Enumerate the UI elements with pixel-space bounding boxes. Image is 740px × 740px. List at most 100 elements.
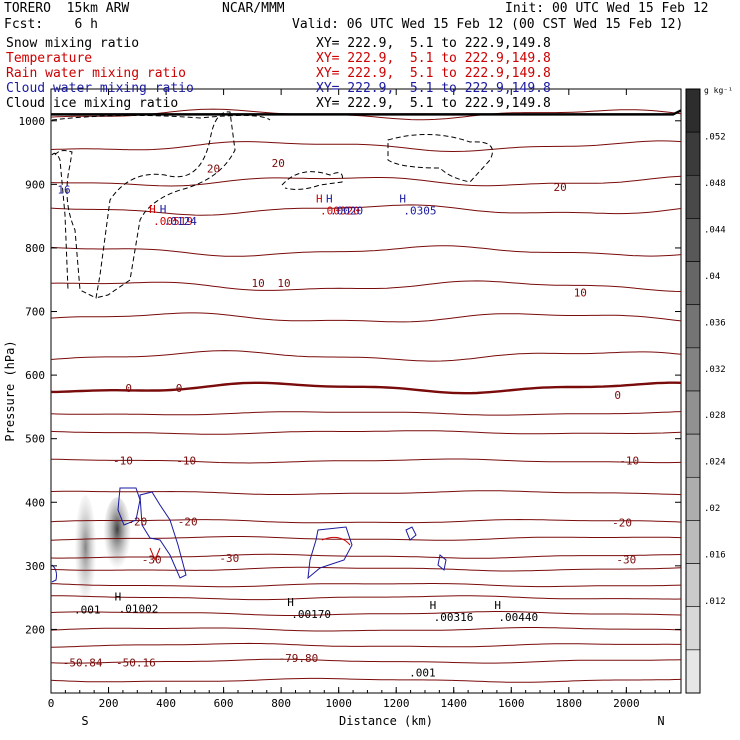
temperature-contour bbox=[50, 430, 682, 435]
colorbar-tick-label: .044 bbox=[704, 225, 726, 235]
temperature-contour bbox=[50, 490, 682, 496]
temperature-label: -30 bbox=[616, 553, 636, 566]
max-value-label: .001 bbox=[409, 666, 436, 679]
temperature-contour bbox=[50, 677, 682, 683]
cloud-ice-contour bbox=[281, 171, 343, 190]
max-marker: H bbox=[326, 192, 333, 205]
temperature-label: -50.16 bbox=[116, 656, 156, 669]
rain-water-contour bbox=[321, 536, 351, 546]
colorbar-segment bbox=[685, 649, 701, 694]
init-time: Init: 00 UTC Wed 15 Feb 12 bbox=[505, 1, 709, 16]
legend-xy-temperature: XY= 222.9, 5.1 to 222.9,149.8 bbox=[316, 51, 551, 66]
x-tick-label: 2000 bbox=[613, 697, 640, 710]
colorbar-tick-label: .048 bbox=[704, 179, 726, 189]
x-tick-label: 1600 bbox=[498, 697, 525, 710]
model-title: TORERO 15km ARW bbox=[4, 1, 130, 16]
colorbar-tick-label: .016 bbox=[704, 551, 726, 561]
y-tick-label: 700 bbox=[25, 306, 45, 319]
temperature-contour bbox=[50, 627, 682, 632]
colorbar-segment bbox=[685, 520, 701, 564]
temperature-label: 20 bbox=[272, 157, 285, 170]
x-tick-label: 1000 bbox=[325, 697, 352, 710]
legend-label-snow: Snow mixing ratio bbox=[6, 36, 140, 51]
temperature-label: -10 bbox=[619, 454, 639, 467]
cloud-ice-contour bbox=[387, 134, 493, 183]
legend-label-cloud-ice: Cloud ice mixing ratio bbox=[6, 96, 179, 111]
temperature-contour bbox=[50, 611, 682, 616]
x-tick-label: 200 bbox=[99, 697, 119, 710]
org-label: NCAR/MMM bbox=[222, 1, 285, 16]
valid-time: Valid: 06 UTC Wed 15 Feb 12 (00 CST Wed … bbox=[292, 17, 684, 32]
max-value-label: .00320 bbox=[320, 204, 360, 217]
max-value-label: .00316 bbox=[434, 611, 474, 624]
legend-xy-cloud-ice: XY= 222.9, 5.1 to 222.9,149.8 bbox=[316, 96, 551, 111]
colorbar-tick-label: .032 bbox=[704, 365, 726, 375]
temperature-label: 0 bbox=[125, 382, 132, 395]
legend-xy-snow: XY= 222.9, 5.1 to 222.9,149.8 bbox=[316, 36, 551, 51]
y-tick-label: 900 bbox=[25, 178, 45, 191]
max-marker: H bbox=[316, 192, 323, 205]
temperature-label: -79.80 bbox=[279, 652, 319, 665]
snow-shading bbox=[74, 495, 97, 612]
temperature-label: -20 bbox=[178, 515, 198, 528]
cloud-water-contour bbox=[139, 491, 187, 579]
temperature-label: 10 bbox=[574, 286, 587, 299]
cloud-water-contour bbox=[437, 554, 447, 571]
snow-shading bbox=[103, 497, 132, 578]
temperature-contour bbox=[50, 583, 682, 588]
max-value-label: .0305 bbox=[403, 204, 436, 217]
temperature-label: -30 bbox=[219, 552, 239, 565]
cloud-ice-contour bbox=[51, 152, 69, 291]
colorbar-segment bbox=[685, 304, 701, 349]
max-value-label: .01002 bbox=[119, 602, 159, 615]
temperature-contour bbox=[51, 595, 682, 601]
y-axis-title: Pressure (hPa) bbox=[3, 340, 17, 441]
max-value-label: .00170 bbox=[291, 608, 331, 621]
max-marker: H bbox=[149, 203, 156, 216]
temperature-contour bbox=[50, 245, 682, 257]
colorbar-segment bbox=[685, 476, 701, 521]
y-tick-label: 800 bbox=[25, 242, 45, 255]
temperature-contour bbox=[50, 280, 682, 292]
temperature-label: 20 bbox=[554, 181, 567, 194]
temperature-label: -20 bbox=[612, 517, 632, 530]
colorbar-segment bbox=[685, 88, 701, 133]
temperature-contour bbox=[50, 312, 682, 323]
colorbar-tick-label: .052 bbox=[704, 132, 726, 142]
temperature-contour bbox=[50, 458, 682, 464]
temperature-contour bbox=[50, 411, 682, 416]
legend-label-rain: Rain water mixing ratio bbox=[6, 66, 187, 81]
temperature-contour bbox=[50, 204, 682, 216]
temperature-contour bbox=[50, 175, 682, 187]
x-tick-label: 0 bbox=[48, 697, 55, 710]
cloud-water-contour bbox=[405, 526, 417, 541]
max-marker: H bbox=[399, 192, 406, 205]
temperature-contour bbox=[50, 566, 682, 572]
x-tick-label: 400 bbox=[156, 697, 176, 710]
y-tick-label: 500 bbox=[25, 433, 45, 446]
temperature-label: 20 bbox=[207, 162, 220, 175]
colorbar-segment bbox=[685, 347, 701, 392]
temperature-contour bbox=[50, 518, 682, 524]
x-axis-title: Distance (km) bbox=[339, 714, 433, 728]
colorbar-tick-label: .028 bbox=[704, 411, 726, 421]
colorbar-unit: g kg⁻¹ bbox=[704, 86, 733, 95]
colorbar-segment bbox=[685, 606, 701, 651]
x-endpoint-start: S bbox=[81, 714, 88, 728]
max-marker: H bbox=[287, 596, 294, 609]
temperature-label: -10 bbox=[113, 454, 133, 467]
temperature-contour bbox=[50, 658, 682, 664]
max-marker: H bbox=[494, 599, 501, 612]
cloud-water-contour bbox=[117, 487, 141, 526]
temperature-label: 10 bbox=[277, 277, 290, 290]
colorbar-frame bbox=[685, 88, 701, 694]
max-value-label: .001 bbox=[74, 604, 101, 617]
max-value-label: .0124 bbox=[164, 215, 197, 228]
colorbar-tick-label: .036 bbox=[704, 318, 726, 328]
cloud-ice-contour bbox=[54, 111, 236, 299]
temperature-contour bbox=[50, 140, 682, 153]
max-marker: H bbox=[115, 590, 122, 603]
temperature-contour-zero bbox=[51, 381, 682, 395]
cloud-ice-contour bbox=[51, 114, 271, 121]
x-tick-label: 600 bbox=[214, 697, 234, 710]
